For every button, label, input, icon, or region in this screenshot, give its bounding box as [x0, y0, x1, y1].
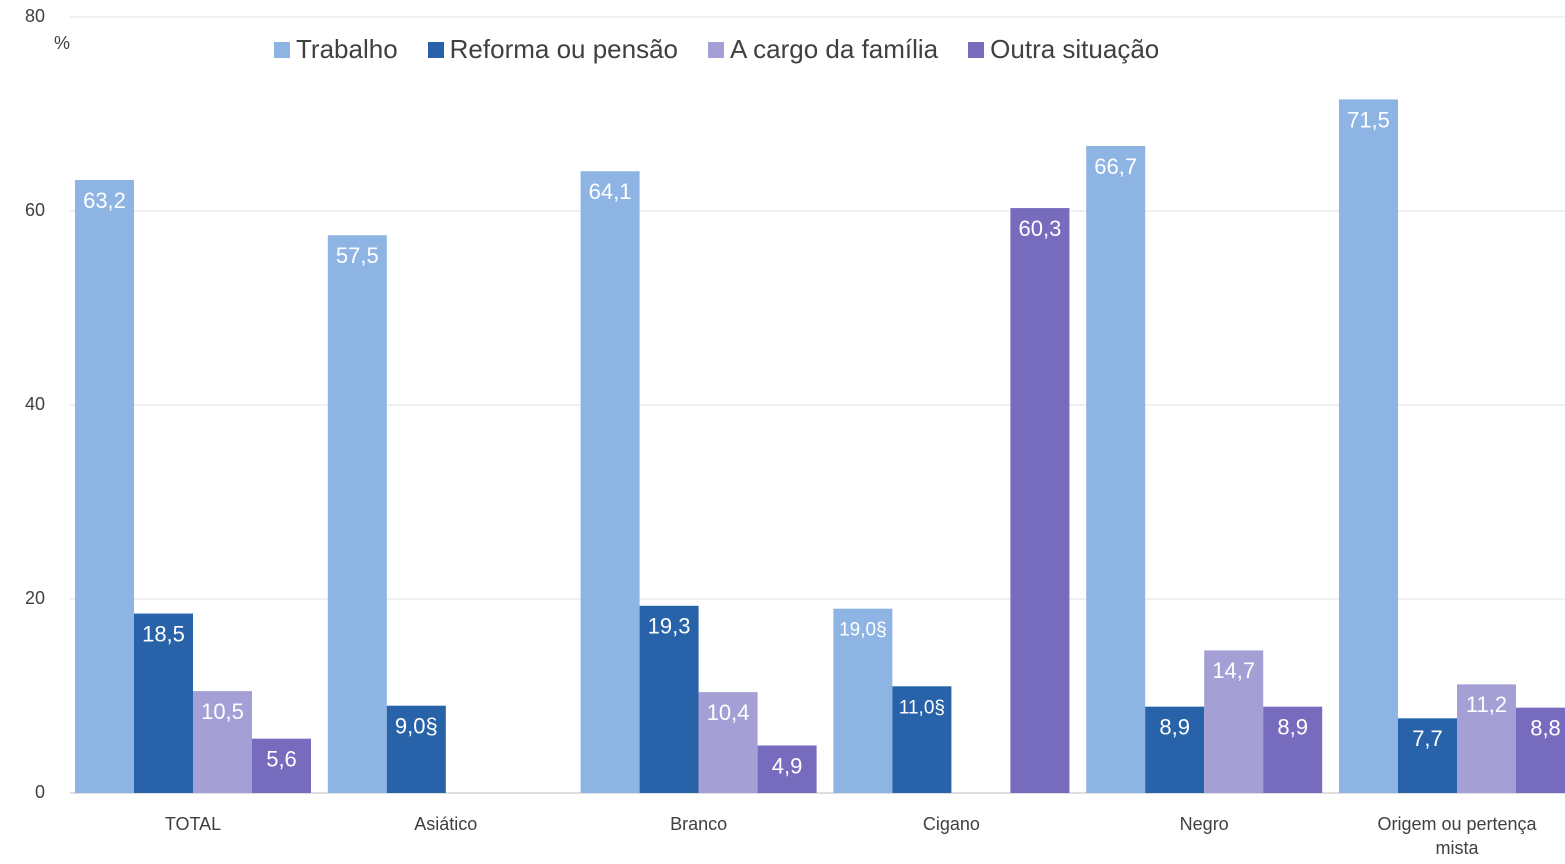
value-label: 7,7	[1412, 726, 1443, 751]
bar	[1457, 684, 1517, 793]
y-tick-label: 40	[25, 394, 45, 414]
value-label: 63,2	[83, 188, 126, 213]
legend-swatch	[968, 41, 985, 58]
y-tick-label: 80	[25, 6, 45, 26]
x-tick-label: Cigano	[922, 814, 980, 834]
x-tick-label: TOTAL	[164, 814, 222, 834]
value-label: 64,1	[589, 179, 632, 204]
bar	[1516, 707, 1565, 793]
x-tick-label: Asiático	[414, 814, 478, 834]
bar	[580, 171, 640, 794]
bar	[757, 745, 817, 793]
value-label: 19,3	[648, 614, 691, 639]
legend-label: Reforma ou pensão	[449, 34, 679, 64]
bar	[1397, 718, 1457, 793]
value-label: 11,2	[1466, 692, 1507, 717]
bar	[1010, 208, 1070, 794]
bar	[327, 235, 387, 793]
value-label: 57,5	[336, 243, 379, 268]
legend-item: A cargo da família	[708, 34, 938, 65]
value-label: 11,0§	[899, 697, 945, 718]
value-label: 71,5	[1347, 107, 1390, 132]
value-label: 8,8	[1530, 715, 1561, 740]
value-label: 14,7	[1212, 658, 1255, 683]
value-label: 9,0§	[395, 714, 438, 739]
bar	[1204, 650, 1264, 793]
value-label: 5,6	[266, 746, 297, 771]
bar	[74, 179, 134, 793]
legend-swatch	[274, 41, 290, 58]
bar	[1145, 706, 1205, 793]
bar	[252, 738, 312, 793]
legend-label: Trabalho	[296, 34, 398, 64]
bar	[1263, 706, 1323, 793]
bar	[133, 613, 193, 793]
legend-swatch	[427, 41, 444, 58]
value-label: 18,5	[142, 621, 185, 646]
y-tick-label: 60	[25, 200, 45, 220]
legend: Trabalho Reforma ou pensão A cargo da famí…	[274, 34, 1159, 65]
bar	[193, 691, 253, 793]
legend-label: A cargo da família	[730, 34, 939, 64]
value-label: 66,7	[1094, 154, 1137, 179]
value-label: 4,9	[772, 753, 803, 778]
bar	[698, 692, 758, 793]
value-label: 8,9	[1159, 714, 1190, 739]
legend-item: Outra situação	[968, 34, 1159, 65]
bar	[892, 686, 952, 793]
bar	[1338, 99, 1398, 793]
value-label: 19,0§	[839, 620, 887, 641]
legend-item: Reforma ou pensão	[427, 34, 679, 65]
bar	[386, 705, 446, 793]
x-tick-label: Negro	[1179, 814, 1229, 834]
y-axis-label: %	[54, 33, 70, 53]
bar	[639, 605, 699, 793]
bar	[833, 608, 893, 793]
value-label: 8,9	[1277, 714, 1308, 739]
y-tick-label: 20	[25, 588, 45, 608]
y-tick-label: 0	[35, 782, 45, 802]
bar	[1086, 146, 1146, 793]
x-tick-label: Branco	[670, 814, 728, 834]
value-label: 10,5	[201, 699, 244, 724]
legend-swatch	[708, 41, 725, 58]
x-tick-label: Origem ou pertença mista	[1377, 814, 1537, 858]
legend-item: Trabalho	[274, 34, 398, 65]
value-label: 60,3	[1018, 216, 1061, 241]
value-label: 10,4	[707, 700, 750, 725]
legend-label: Outra situação	[990, 34, 1160, 64]
